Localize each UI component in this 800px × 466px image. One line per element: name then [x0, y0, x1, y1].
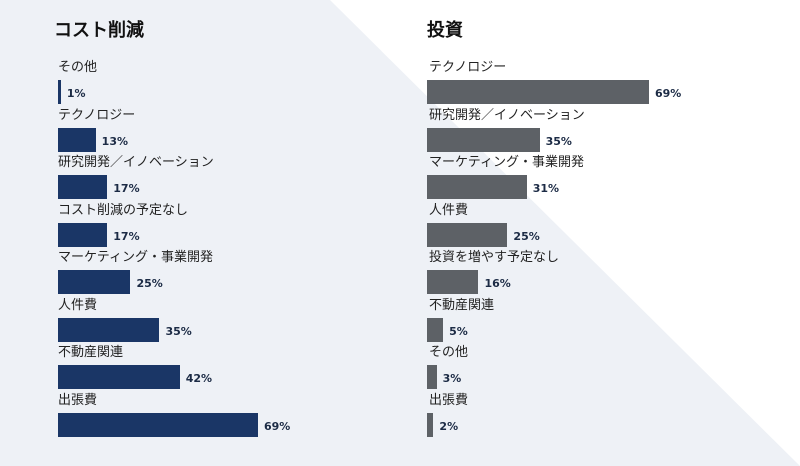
bar: [58, 270, 131, 294]
bar-row: 不動産関連 5%: [368, 298, 728, 346]
category-label: 出張費: [58, 392, 98, 408]
category-label: 人件費: [58, 297, 98, 313]
category-label: 研究開発／イノベーション: [58, 155, 214, 170]
bar: [58, 317, 160, 342]
category-label: その他: [429, 345, 469, 360]
value-label: 16%: [484, 277, 511, 290]
value-label: 69%: [264, 419, 291, 433]
category-label: テクノロジー: [58, 107, 136, 123]
value-label: 17%: [113, 182, 140, 195]
bar-row: その他 1%: [0, 60, 360, 108]
bar: [427, 127, 540, 152]
value-label: 42%: [185, 372, 213, 385]
category-label: 人件費: [429, 202, 469, 218]
bar-row: マーケティング・事業開発 31%: [368, 155, 728, 203]
investment-chart: 投資 テクノロジー 69% 研究開発／イノベーション 35% マーケティング・事業開発 3…: [368, 0, 728, 466]
bar: [427, 222, 508, 247]
bar: [58, 412, 258, 437]
bar-row: コスト削減の予定なし 17%: [0, 203, 360, 251]
value-label: 13%: [101, 134, 129, 148]
value-label: 2%: [439, 419, 459, 433]
cost-reduction-title: コスト削減: [54, 20, 144, 41]
bar-row: テクノロジー 13%: [0, 108, 360, 156]
bar: [58, 222, 108, 247]
category-label: 出張費: [429, 392, 469, 408]
bar-row: 不動産関連 42%: [0, 345, 360, 393]
bar-row: 人件費 35%: [0, 298, 360, 346]
bar-row: 研究開発／イノベーション 35%: [368, 108, 728, 156]
category-label: 投資を増やす予定なし: [429, 250, 560, 265]
category-label: その他: [58, 60, 98, 75]
category-label: マーケティング・事業開発: [58, 250, 213, 265]
bar: [427, 317, 444, 342]
value-label: 31%: [532, 182, 560, 195]
bar: [58, 80, 61, 104]
bar: [427, 270, 479, 294]
bar-row: 出張費 69%: [0, 393, 360, 441]
bar-row: 人件費 25%: [368, 203, 728, 251]
bar: [58, 175, 108, 199]
category-label: マーケティング・事業開発: [429, 155, 584, 170]
bar-row: 研究開発／イノベーション 17%: [0, 155, 360, 203]
bar-row: 投資を増やす予定なし 16%: [368, 250, 728, 298]
category-label: 研究開発／イノベーション: [429, 107, 585, 123]
value-label: 35%: [165, 324, 192, 338]
value-label: 5%: [449, 324, 468, 338]
bar: [427, 175, 527, 199]
value-label: 35%: [545, 134, 572, 148]
value-label: 3%: [442, 372, 462, 385]
value-label: 17%: [113, 229, 140, 243]
category-label: テクノロジー: [429, 60, 507, 75]
bar: [427, 412, 434, 437]
bar: [427, 365, 437, 389]
investment-title: 投資: [427, 20, 463, 41]
category-label: 不動産関連: [429, 297, 495, 313]
category-label: コスト削減の予定なし: [58, 202, 189, 218]
bar: [58, 365, 180, 389]
bar: [427, 80, 649, 104]
category-label: 不動産関連: [58, 345, 124, 360]
cost-reduction-chart: コスト削減 その他 1% テクノロジー 13% 研究開発／イノベーション 17% コスト削減…: [0, 0, 360, 466]
bar-row: その他 3%: [368, 345, 728, 393]
value-label: 69%: [655, 87, 682, 100]
value-label: 1%: [66, 87, 86, 100]
bar-row: テクノロジー 69%: [368, 60, 728, 108]
bar-row: マーケティング・事業開発 25%: [0, 250, 360, 298]
value-label: 25%: [513, 229, 540, 243]
bar: [58, 127, 96, 152]
bar-row: 出張費 2%: [368, 393, 728, 441]
value-label: 25%: [136, 277, 163, 290]
